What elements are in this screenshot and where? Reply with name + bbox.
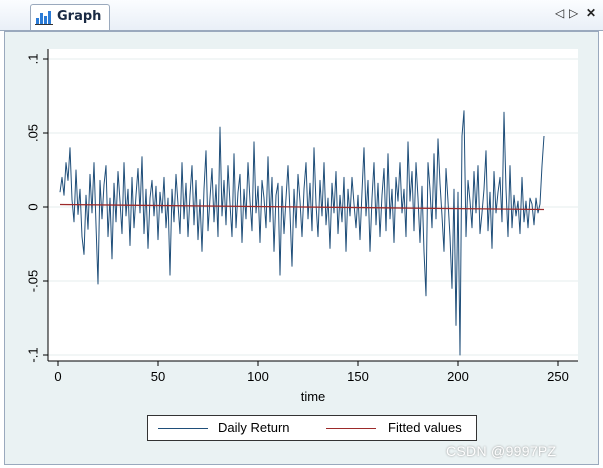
- legend-swatch-daily-return: [158, 428, 208, 429]
- series-line-fitted-values: [59, 203, 545, 211]
- legend-label-fitted-values: Fitted values: [388, 420, 462, 435]
- legend: Daily Return Fitted values: [147, 415, 477, 441]
- x-ticks: 0 50 100 150 200 250: [54, 361, 569, 384]
- x-axis-label: time: [301, 389, 326, 404]
- x-tick-label: 0: [54, 369, 61, 384]
- tab-label: Graph: [57, 9, 102, 24]
- y-ticks: -.1 -.05 0 .05 .1: [25, 54, 48, 363]
- next-arrow-icon[interactable]: ▷: [569, 6, 579, 20]
- bar-chart-icon: [35, 11, 53, 25]
- y-tick-label: -.1: [25, 347, 40, 362]
- axes: [47, 49, 578, 362]
- previous-arrow-icon[interactable]: ◁: [555, 6, 565, 20]
- grid-lines: [48, 58, 578, 356]
- x-tick-label: 150: [347, 369, 369, 384]
- y-tick-label: .1: [25, 54, 40, 65]
- y-tick-label: -.05: [25, 270, 40, 292]
- y-tick-label: 0: [25, 203, 40, 210]
- tab-bar: Graph ◁ ▷ ✕: [0, 0, 603, 31]
- x-tick-label: 200: [447, 369, 469, 384]
- tab-graph[interactable]: Graph: [30, 4, 110, 30]
- series: [59, 110, 545, 356]
- x-tick-label: 50: [151, 369, 165, 384]
- close-icon[interactable]: ✕: [586, 6, 597, 20]
- x-tick-label: 100: [247, 369, 269, 384]
- legend-swatch-fitted-values: [326, 428, 376, 429]
- watermark: CSDN @9997PZ: [446, 443, 557, 459]
- x-tick-label: 250: [547, 369, 569, 384]
- series-line-daily-return: [59, 110, 545, 356]
- legend-label-daily-return: Daily Return: [218, 420, 290, 435]
- y-tick-label: .05: [25, 124, 40, 142]
